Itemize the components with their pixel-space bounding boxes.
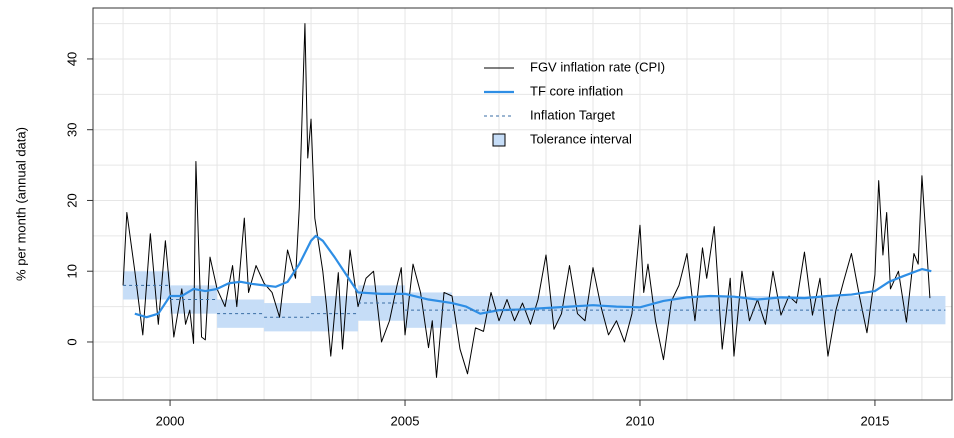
x-tick-label: 2000 — [156, 413, 185, 428]
x-tick-label: 2005 — [391, 413, 420, 428]
legend-swatch — [492, 133, 506, 147]
y-tick-label: 0 — [64, 338, 79, 345]
y-axis-label: % per month (annual data) — [13, 127, 28, 281]
legend-label: TF core inflation — [530, 83, 623, 98]
x-tick-label: 2015 — [860, 413, 889, 428]
legend-label: Tolerance interval — [530, 131, 632, 146]
y-tick-label: 30 — [64, 122, 79, 136]
legend-label: FGV inflation rate (CPI) — [530, 59, 665, 74]
plot-frame — [92, 7, 953, 401]
series-line — [134, 234, 932, 319]
series-line — [122, 23, 931, 378]
y-tick-label: 20 — [64, 193, 79, 207]
y-tick-label: 10 — [64, 264, 79, 278]
x-tick-label: 2010 — [626, 413, 655, 428]
legend-label: Inflation Target — [530, 107, 615, 122]
y-tick-label: 40 — [64, 52, 79, 66]
